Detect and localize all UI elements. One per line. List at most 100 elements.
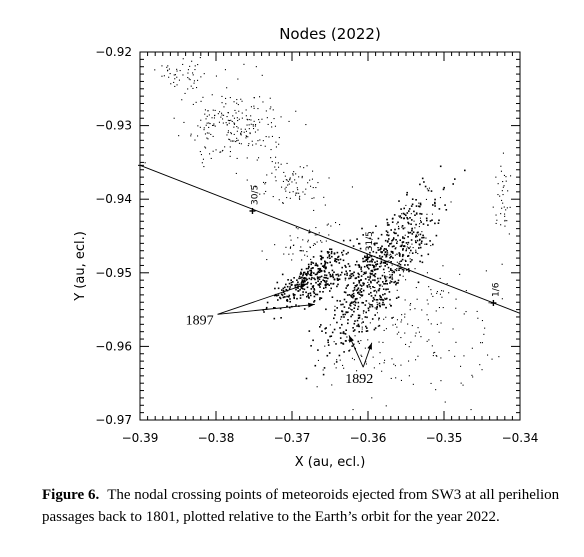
- data-point: [394, 232, 396, 235]
- data-point: [358, 266, 361, 268]
- data-point: [390, 280, 393, 283]
- data-point: [364, 316, 367, 318]
- data-point: [409, 260, 412, 263]
- data-point: [380, 260, 383, 263]
- data-point: [385, 307, 387, 309]
- data-point: [373, 266, 375, 268]
- data-point: [316, 277, 319, 280]
- data-point: [415, 249, 417, 251]
- data-point: [334, 309, 336, 312]
- data-point: [308, 297, 310, 299]
- data-point: [425, 198, 427, 200]
- data-point: [387, 240, 389, 242]
- data-point: [317, 349, 319, 351]
- data-point: [375, 263, 377, 266]
- data-point: [285, 190, 287, 192]
- data-point: [283, 253, 285, 255]
- data-point: [430, 293, 432, 295]
- data-point: [411, 325, 413, 327]
- data-point: [391, 239, 393, 242]
- data-point: [376, 299, 379, 301]
- data-point: [321, 330, 323, 332]
- data-point: [415, 251, 417, 254]
- data-point: [174, 85, 176, 87]
- data-point: [240, 134, 242, 136]
- data-point: [312, 339, 314, 342]
- data-point: [384, 277, 387, 280]
- data-point: [372, 286, 374, 288]
- data-point: [481, 369, 483, 371]
- data-point: [438, 219, 440, 222]
- data-point: [311, 267, 314, 269]
- data-point: [333, 363, 335, 365]
- data-point: [281, 289, 283, 291]
- data-point: [501, 199, 503, 201]
- data-point: [241, 112, 243, 114]
- data-point: [323, 196, 325, 198]
- data-point: [387, 266, 390, 269]
- data-point: [406, 212, 409, 214]
- data-point: [360, 294, 362, 296]
- data-point: [233, 122, 235, 124]
- data-point: [383, 329, 385, 331]
- data-point: [173, 81, 175, 83]
- data-point: [368, 264, 370, 266]
- data-point: [330, 250, 333, 253]
- data-point: [348, 307, 350, 309]
- data-point: [300, 250, 302, 252]
- data-point: [325, 274, 328, 277]
- data-point: [245, 137, 247, 139]
- data-point: [225, 103, 227, 105]
- data-point: [206, 132, 208, 134]
- data-point: [400, 364, 402, 366]
- data-point: [255, 143, 257, 145]
- data-point: [352, 292, 355, 295]
- data-point: [313, 300, 316, 302]
- data-point: [249, 133, 251, 135]
- data-point: [246, 124, 248, 126]
- data-point: [400, 379, 402, 381]
- data-point: [318, 284, 321, 287]
- data-point: [252, 124, 254, 126]
- data-point: [277, 287, 280, 290]
- data-point: [340, 318, 342, 320]
- data-point: [446, 283, 448, 285]
- data-point: [265, 110, 267, 112]
- data-point: [336, 321, 338, 324]
- data-point: [347, 284, 349, 286]
- data-point: [236, 157, 238, 159]
- data-point: [289, 235, 291, 237]
- data-point: [352, 274, 355, 277]
- data-point: [342, 343, 345, 345]
- data-point: [270, 157, 272, 159]
- data-point: [392, 324, 394, 326]
- data-point: [279, 297, 282, 300]
- data-point: [353, 271, 355, 274]
- data-point: [393, 231, 395, 234]
- data-point: [350, 296, 353, 298]
- data-point: [268, 136, 270, 138]
- data-point: [369, 254, 371, 257]
- data-point: [463, 313, 465, 315]
- data-point: [411, 198, 414, 200]
- data-point: [394, 269, 396, 271]
- data-point: [224, 69, 226, 71]
- data-point: [360, 354, 362, 356]
- data-point: [395, 247, 397, 249]
- data-point: [353, 359, 355, 361]
- data-point: [317, 270, 320, 273]
- data-point: [419, 205, 421, 208]
- data-point: [272, 109, 274, 111]
- data-point: [392, 252, 394, 254]
- data-point: [415, 242, 417, 244]
- data-point: [386, 263, 388, 265]
- data-point: [236, 137, 238, 139]
- data-point: [310, 274, 313, 277]
- data-point: [503, 174, 505, 176]
- data-point: [342, 239, 345, 242]
- data-point: [391, 274, 393, 276]
- data-point: [435, 234, 438, 237]
- data-point: [301, 177, 303, 179]
- data-point: [421, 177, 424, 180]
- data-point: [327, 339, 329, 341]
